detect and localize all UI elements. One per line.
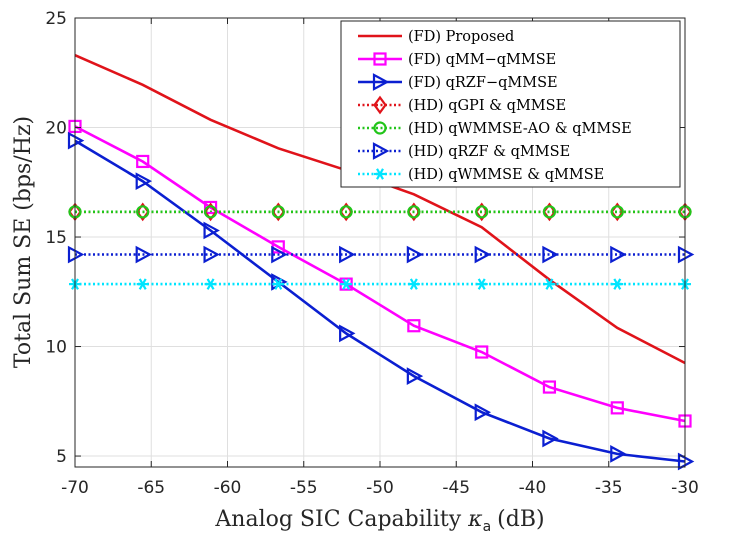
square-marker	[542, 380, 557, 394]
triangle-marker	[610, 245, 627, 264]
x-tick-label: -40	[519, 478, 547, 498]
y-axis-ticks: 5 10 15 20 25	[45, 9, 685, 467]
circle-marker	[271, 205, 285, 219]
y-tick-label: 5	[56, 447, 67, 467]
legend-label: (HD) qWMMSE-AO & qMMSE	[408, 121, 632, 137]
triangle-marker	[406, 367, 424, 385]
asterisk-marker	[407, 278, 420, 290]
series-markers-5	[68, 205, 692, 219]
legend-entry: (FD) Proposed	[358, 29, 514, 45]
square-marker	[373, 52, 387, 66]
x-tick-label: -65	[137, 478, 165, 498]
triangle-marker	[474, 403, 492, 422]
asterisk-marker	[136, 278, 149, 290]
triangle-marker	[339, 324, 356, 343]
asterisk-marker	[374, 168, 386, 180]
triangle-marker	[542, 245, 559, 264]
y-tick-label: 25	[45, 9, 67, 29]
x-tick-label: -60	[214, 478, 242, 498]
square-marker	[475, 345, 489, 359]
triangle-marker	[372, 142, 390, 160]
triangle-marker	[474, 245, 492, 264]
asterisk-marker	[475, 278, 488, 290]
asterisk-marker	[204, 278, 217, 290]
x-axis-label: Analog SIC Capability κa (dB)	[214, 507, 544, 535]
diamond-marker	[373, 95, 387, 115]
y-axis-label: Total Sum SE (bps/Hz)	[11, 116, 36, 368]
asterisk-marker	[340, 278, 353, 290]
series-line-2	[74, 125, 686, 423]
triangle-marker	[339, 245, 356, 264]
x-axis-label-unit: (dB)	[497, 507, 544, 532]
circle-marker	[203, 205, 218, 219]
legend-label: (FD) qRZF−qMMSE	[408, 75, 558, 91]
x-tick-label: -45	[442, 478, 470, 498]
circle-marker	[407, 205, 421, 219]
triangle-marker	[135, 245, 153, 264]
legend: (FD) Proposed (FD) qMM−qMMSE (FD) qRZF−qMM…	[340, 20, 681, 188]
legend-label: (HD) qRZF & qMMSE	[408, 144, 570, 160]
legend-entry: (FD) qRZF−qMMSE	[358, 73, 558, 91]
legend-entry: (HD) qWMMSE & qMMSE	[358, 167, 604, 183]
circle-marker	[542, 205, 557, 219]
x-axis-label-subscript: a	[483, 519, 492, 535]
x-tick-label: -50	[366, 478, 394, 498]
x-tick-label: -55	[290, 478, 318, 498]
legend-label: (HD) qWMMSE & qMMSE	[408, 167, 604, 183]
y-tick-label: 20	[45, 119, 67, 139]
triangle-marker	[372, 73, 390, 91]
legend-entry: (HD) qWMMSE-AO & qMMSE	[358, 121, 632, 137]
triangle-marker	[203, 221, 220, 240]
series-markers	[67, 119, 695, 471]
circle-marker	[339, 205, 353, 219]
square-marker	[407, 319, 421, 333]
y-tick-label: 10	[45, 338, 67, 358]
asterisk-stroke	[545, 278, 554, 290]
square-marker	[136, 154, 150, 169]
asterisk-marker	[543, 278, 556, 290]
legend-label: (FD) qMM−qMMSE	[408, 52, 556, 68]
asterisk-marker	[272, 278, 285, 290]
circle-marker	[475, 205, 489, 219]
triangle-marker	[271, 245, 288, 264]
circle-marker	[610, 205, 624, 219]
square-marker	[610, 401, 624, 415]
triangle-marker	[610, 445, 627, 463]
series-line-3	[74, 139, 686, 463]
x-axis-label-text: Analog SIC Capability	[214, 507, 461, 532]
circle-marker	[373, 121, 387, 135]
asterisk-stroke	[477, 278, 486, 290]
y-tick-label: 15	[45, 228, 67, 248]
series-markers-6	[67, 245, 695, 264]
series-markers-2	[68, 119, 692, 428]
asterisk-stroke	[206, 278, 215, 290]
x-tick-label: -70	[61, 478, 89, 498]
circle-marker	[136, 205, 150, 219]
square-marker	[203, 200, 218, 215]
asterisk-stroke	[409, 278, 418, 290]
asterisk-stroke	[376, 168, 384, 180]
x-tick-label: -30	[671, 478, 699, 498]
asterisk-stroke	[274, 278, 283, 290]
series-markers-7	[69, 278, 691, 290]
triangle-marker	[406, 245, 424, 264]
legend-entry: (HD) qGPI & qMMSE	[358, 95, 566, 115]
triangle-marker	[203, 245, 220, 264]
legend-entry: (HD) qRZF & qMMSE	[358, 142, 570, 160]
triangle-marker	[135, 172, 153, 191]
x-axis-label-symbol: κ	[467, 507, 483, 532]
asterisk-stroke	[613, 278, 622, 290]
x-tick-label: -35	[595, 478, 623, 498]
triangle-marker	[542, 429, 559, 448]
legend-box	[340, 20, 681, 188]
asterisk-stroke	[138, 278, 147, 290]
legend-entry: (FD) qMM−qMMSE	[358, 52, 556, 68]
legend-label: (HD) qGPI & qMMSE	[408, 98, 566, 114]
x-axis-ticks: -70 -65 -60 -55 -50 -45 -40 -35 -30	[61, 18, 699, 498]
legend-label: (FD) Proposed	[408, 29, 514, 45]
asterisk-stroke	[342, 278, 351, 290]
asterisk-marker	[611, 278, 624, 290]
